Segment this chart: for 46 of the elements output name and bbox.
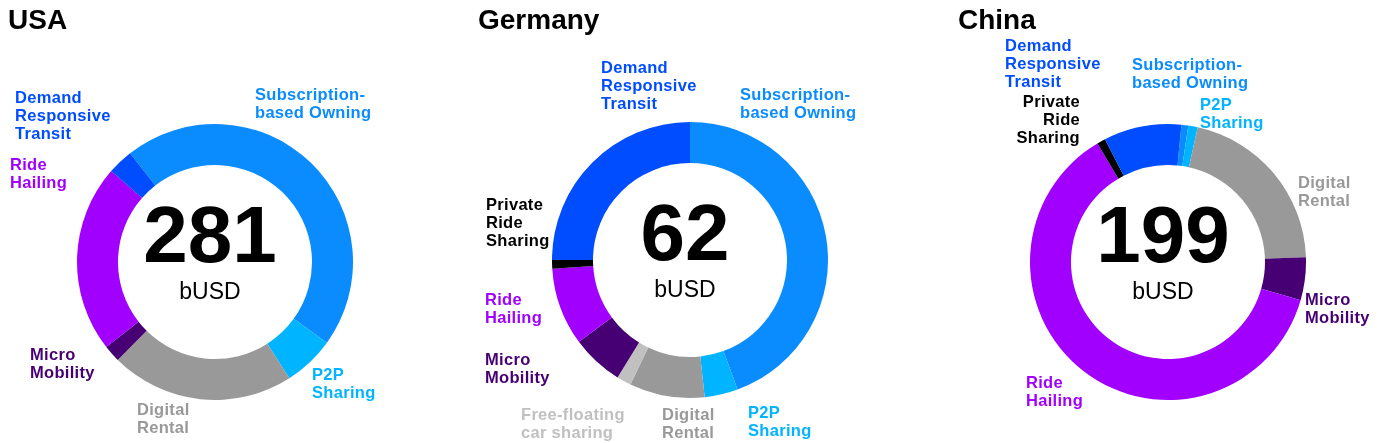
slice-label: Subscription-based Owning xyxy=(740,85,857,121)
chart-title: China xyxy=(958,4,1036,36)
donut-slice xyxy=(117,330,290,400)
donut-slice xyxy=(1105,124,1182,176)
donut-slice xyxy=(1097,139,1124,179)
slice-label: Micro Mobility xyxy=(1305,290,1370,326)
text: 281 xyxy=(142,190,278,279)
slice-label: Private Ride Sharing xyxy=(1016,92,1080,146)
slice-label: Digital Rental xyxy=(1298,173,1351,209)
slice-label: Free-floating car sharing xyxy=(521,405,625,441)
chart-title: Germany xyxy=(478,4,600,36)
slice-label: Digital Rental xyxy=(662,405,715,441)
donut-slice xyxy=(617,342,649,385)
text: 199 xyxy=(1095,190,1231,279)
slice-label: Demand Responsive Transit xyxy=(1005,36,1101,90)
slice-label: Micro Mobility xyxy=(485,350,550,386)
donut-slice xyxy=(106,321,147,360)
slice-label: Subscription-based Owning xyxy=(255,85,372,121)
slice-label: Ride Hailing xyxy=(1026,373,1084,409)
text: 62 xyxy=(639,188,731,277)
donut-slice xyxy=(578,317,640,378)
text: bUSD xyxy=(178,277,242,305)
slice-label: Digital Rental xyxy=(137,400,190,436)
slice-label: Demand Responsive Transit xyxy=(15,88,111,142)
donut-slice xyxy=(552,260,594,269)
donut-slice xyxy=(630,347,705,398)
slice-label: P2P Sharing xyxy=(1200,95,1264,131)
donut-slice xyxy=(111,153,156,199)
slice-label: Private Ride Sharing xyxy=(486,195,550,249)
donut-slice xyxy=(77,171,143,347)
donut-slice xyxy=(1182,125,1198,168)
slice-label: P2P Sharing xyxy=(312,365,376,401)
text: bUSD xyxy=(653,275,717,303)
donut-slice xyxy=(1261,257,1306,301)
donut-slice xyxy=(1177,124,1189,167)
slice-label: P2P Sharing xyxy=(748,403,812,439)
donut-slice xyxy=(700,351,738,398)
donut-slice xyxy=(552,266,612,342)
text: bUSD xyxy=(1131,277,1195,305)
slice-label: Demand Responsive Transit xyxy=(601,58,697,112)
chart-title: USA xyxy=(8,4,68,36)
donut-slice xyxy=(130,124,353,343)
slice-label: Subscription-based Owning xyxy=(1132,55,1249,91)
slice-label: Ride Hailing xyxy=(485,290,543,326)
slice-label: Ride Hailing xyxy=(10,155,68,191)
slice-label: Micro Mobility xyxy=(30,345,95,381)
